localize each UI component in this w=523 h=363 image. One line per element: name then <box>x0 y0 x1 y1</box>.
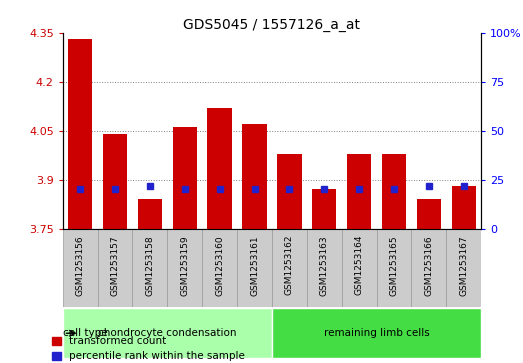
Legend: transformed count, percentile rank within the sample: transformed count, percentile rank withi… <box>52 336 245 362</box>
Title: GDS5045 / 1557126_a_at: GDS5045 / 1557126_a_at <box>184 18 360 32</box>
Text: GSM1253166: GSM1253166 <box>424 235 434 295</box>
Bar <box>417 199 441 229</box>
Text: GSM1253167: GSM1253167 <box>459 235 468 295</box>
Bar <box>63 308 272 358</box>
Bar <box>446 229 481 307</box>
Bar <box>167 229 202 307</box>
Bar <box>451 186 476 229</box>
Bar <box>272 229 307 307</box>
Bar <box>68 39 93 229</box>
Text: GSM1253164: GSM1253164 <box>355 235 363 295</box>
Text: cell type: cell type <box>63 328 108 338</box>
Text: GSM1253160: GSM1253160 <box>215 235 224 295</box>
Text: GSM1253159: GSM1253159 <box>180 235 189 295</box>
Bar <box>132 229 167 307</box>
Bar <box>103 134 127 229</box>
Bar <box>173 127 197 229</box>
Bar <box>63 229 98 307</box>
Text: GSM1253156: GSM1253156 <box>76 235 85 295</box>
Bar <box>98 229 132 307</box>
Bar <box>237 229 272 307</box>
Text: remaining limb cells: remaining limb cells <box>324 328 429 338</box>
Text: chondrocyte condensation: chondrocyte condensation <box>98 328 236 338</box>
Text: GSM1253157: GSM1253157 <box>110 235 120 295</box>
Text: GSM1253165: GSM1253165 <box>390 235 399 295</box>
Text: GSM1253161: GSM1253161 <box>250 235 259 295</box>
Bar <box>138 199 162 229</box>
Text: GSM1253158: GSM1253158 <box>145 235 154 295</box>
Text: GSM1253163: GSM1253163 <box>320 235 329 295</box>
Text: GSM1253162: GSM1253162 <box>285 235 294 295</box>
Bar <box>347 154 371 229</box>
Bar <box>412 229 446 307</box>
Bar <box>307 229 342 307</box>
Bar <box>277 154 302 229</box>
Bar <box>272 308 481 358</box>
Bar <box>312 189 336 229</box>
Bar <box>202 229 237 307</box>
Bar <box>208 108 232 229</box>
Bar <box>342 229 377 307</box>
Bar <box>242 124 267 229</box>
Bar <box>377 229 412 307</box>
Bar <box>382 154 406 229</box>
